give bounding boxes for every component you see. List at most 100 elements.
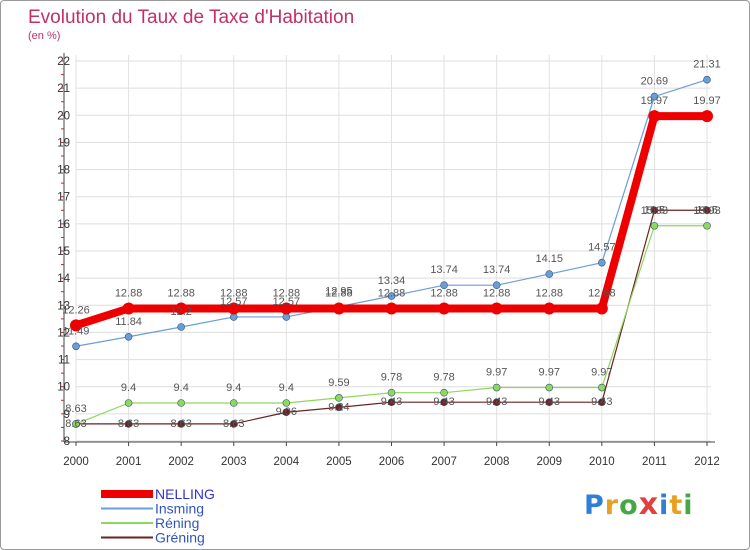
data-label: 12.95 [325, 286, 353, 298]
data-label: 12.88 [115, 288, 143, 300]
data-label: 15.93 [693, 205, 721, 217]
data-point [335, 394, 343, 402]
data-label: 9.06 [276, 406, 297, 418]
proxiti-logo: Proxiti [584, 487, 694, 522]
data-point [595, 302, 608, 315]
y-tick-label: 9 [64, 409, 70, 421]
data-point [387, 388, 396, 397]
data-point [650, 206, 659, 215]
data-label: 12.88 [535, 288, 563, 300]
data-point [282, 399, 291, 407]
data-label: 9.59 [328, 377, 349, 389]
data-point [177, 323, 185, 331]
data-point [124, 399, 133, 407]
data-label: 13.74 [483, 264, 511, 276]
data-label: 12.57 [220, 296, 248, 308]
data-point [703, 75, 711, 84]
data-point [387, 292, 396, 300]
data-point [227, 302, 240, 315]
data-label: 19.97 [693, 95, 721, 107]
data-point [440, 388, 448, 397]
logo-letter: i [683, 490, 694, 521]
x-tick-label: 2007 [431, 456, 457, 468]
data-point [124, 420, 133, 428]
data-label: 19.97 [641, 95, 669, 107]
data-label: 12.88 [220, 288, 248, 300]
data-point [440, 398, 448, 406]
data-point [703, 221, 711, 230]
x-tick-label: 2005 [326, 456, 352, 468]
data-point [438, 302, 451, 315]
logo-letter: x [638, 487, 660, 522]
x-tick-label: 2006 [379, 456, 405, 468]
x-tick-label: 2003 [221, 456, 247, 468]
x-tick-label: 2001 [116, 456, 142, 468]
data-label: 8.63 [223, 418, 244, 430]
data-label: 9.97 [591, 367, 612, 379]
data-point [335, 403, 343, 412]
data-point [72, 420, 80, 428]
data-label: 9.24 [328, 401, 349, 413]
logo-letter: i [659, 490, 670, 521]
data-label: 12.88 [167, 288, 195, 300]
data-point [543, 302, 556, 315]
logo-letter: o [619, 490, 639, 521]
data-label: 9.78 [433, 372, 454, 384]
logo-letter: r [604, 490, 620, 521]
data-label: 21.31 [693, 59, 721, 71]
data-point [70, 319, 82, 332]
data-label: 20.69 [641, 76, 669, 88]
data-point [229, 420, 238, 428]
data-label: 12.88 [378, 288, 406, 300]
data-label: 12.88 [430, 288, 458, 300]
data-label: 9.4 [174, 382, 189, 394]
data-label: 8.63 [65, 403, 86, 415]
data-point [650, 221, 659, 230]
data-label: 9.43 [433, 396, 454, 408]
logo-letter: t [669, 490, 684, 521]
data-label: 9.43 [381, 396, 402, 408]
data-label: 15.93 [641, 205, 669, 217]
data-point [701, 110, 713, 123]
data-point [545, 398, 554, 406]
data-point [385, 302, 398, 315]
series-gréning [72, 206, 711, 428]
data-point [177, 399, 185, 407]
data-point [492, 281, 501, 290]
x-tick-label: 2011 [642, 456, 667, 468]
x-tick-label: 2008 [484, 456, 510, 468]
data-point [177, 420, 185, 428]
x-tick-label: 2010 [589, 456, 615, 468]
data-label: 9.4 [121, 382, 136, 394]
x-tick-label: 2004 [274, 456, 300, 468]
data-label: 12.88 [483, 288, 511, 300]
data-point [545, 270, 554, 278]
legend-entry: Réning [155, 515, 199, 531]
data-point [492, 398, 501, 406]
legend-entry: Insming [155, 501, 204, 517]
chart-title: Evolution du Taux de Taxe d'Habitation [28, 7, 355, 28]
series-nelling [70, 110, 713, 332]
chart-subtitle: (en %) [28, 30, 61, 42]
logo-letter: P [584, 490, 605, 521]
data-label: 9.4 [226, 382, 241, 394]
data-label: 8.63 [118, 418, 139, 430]
legend-entry: NELLING [155, 486, 215, 502]
data-label: 12.57 [273, 296, 301, 308]
data-label: 13.74 [430, 264, 458, 276]
data-label: 12.26 [62, 304, 90, 316]
data-point [703, 206, 711, 215]
data-point [490, 302, 503, 315]
data-label: 9.43 [539, 396, 560, 408]
data-label: 9.43 [591, 396, 612, 408]
data-point [124, 332, 133, 341]
data-label: 11.84 [115, 316, 142, 328]
legend-entry: Gréning [155, 530, 205, 546]
series-réning [72, 221, 711, 428]
data-label: 9.78 [381, 372, 402, 384]
data-point [440, 281, 448, 290]
data-point [175, 302, 188, 315]
